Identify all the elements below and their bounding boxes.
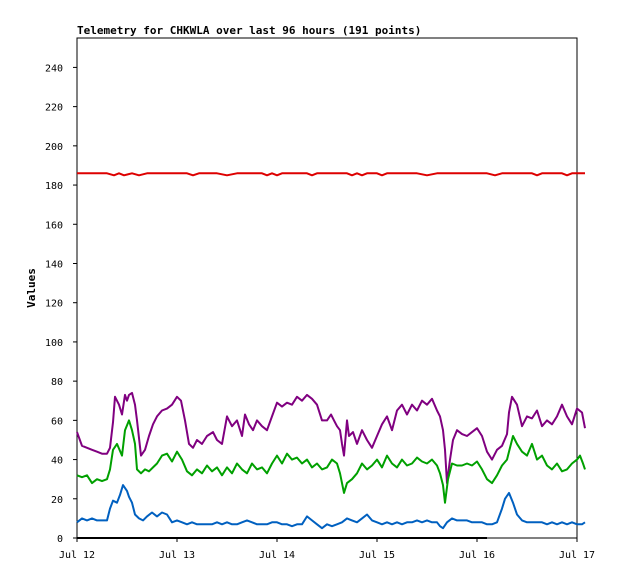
x-tick-label: Jul 14 (259, 550, 295, 561)
y-tick-label: 240 (45, 63, 63, 74)
x-tick-label: Jul 13 (159, 550, 195, 561)
series-line-2 (76, 419, 586, 504)
y-tick-label: 100 (45, 338, 63, 349)
y-tick-label: 120 (45, 299, 63, 310)
x-tick-label: Jul 12 (59, 550, 95, 561)
y-tick-label: 160 (45, 220, 63, 231)
x-tick-label: Jul 15 (359, 550, 395, 561)
y-tick-label: 0 (57, 534, 63, 545)
y-axis-label: Values (25, 268, 38, 308)
y-tick-label: 60 (51, 416, 63, 427)
series-line-1 (76, 391, 586, 485)
plot-area (76, 37, 578, 539)
y-tick-label: 80 (51, 377, 63, 388)
y-tick-label: 40 (51, 456, 63, 467)
x-tick-label: Jul 17 (559, 550, 595, 561)
y-tick-label: 200 (45, 142, 63, 153)
series-lines (76, 172, 586, 530)
y-tick-label: 140 (45, 259, 63, 270)
y-tick-label: 20 (51, 495, 63, 506)
y-tick-label: 220 (45, 103, 63, 114)
series-line-3 (76, 484, 586, 530)
x-tick-label: Jul 16 (459, 550, 495, 561)
chart-title: Telemetry for CHKWLA over last 96 hours … (77, 24, 421, 37)
series-line-0 (77, 172, 585, 177)
y-axis: 0 20 40 60 80 100 120 140 160 180 200 220 240 (45, 63, 77, 545)
y-tick-label: 180 (45, 181, 63, 192)
x-axis: Jul 12 Jul 13 Jul 14 Jul 15 Jul 16 Jul 17 (59, 538, 595, 561)
